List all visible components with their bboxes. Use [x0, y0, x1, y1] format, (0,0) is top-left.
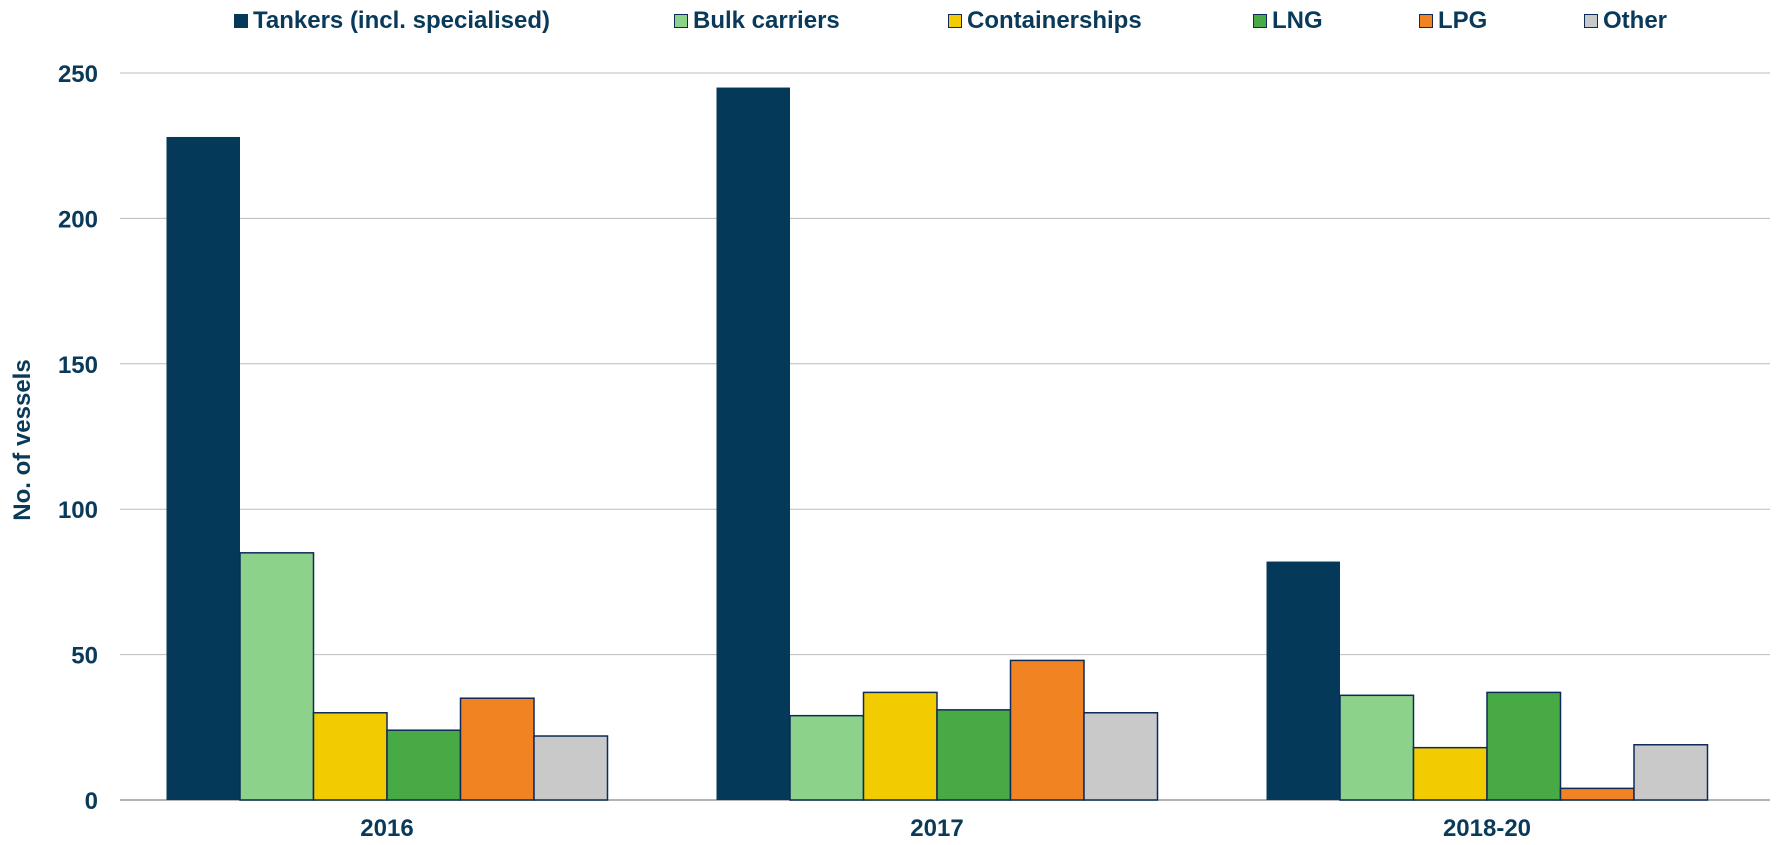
bar-containerships-2017: [862, 691, 938, 801]
bar-lng-2017: [936, 709, 1012, 801]
legend-swatch-other: [1584, 14, 1598, 28]
legend-item-lng: LNG: [1253, 4, 1323, 38]
y-tick-label: 150: [58, 352, 98, 379]
legend-item-tankers: Tankers (incl. specialised): [234, 4, 550, 38]
x-axis: 2016 2017 2018-20: [360, 815, 1531, 842]
legend-swatch-lpg: [1419, 14, 1433, 28]
bar-tankers-incl-specialised-2017: [716, 87, 790, 801]
bar-lpg-2016: [459, 697, 535, 801]
legend-label-lng: LNG: [1272, 7, 1323, 34]
bar-tankers-incl-specialised-2018-20: [1266, 561, 1340, 800]
legend-label-bulk-carriers: Bulk carriers: [693, 7, 840, 34]
legend-item-other: Other: [1584, 4, 1667, 38]
legend-label-other: Other: [1603, 7, 1668, 34]
bar-bulk-carriers-2018-20: [1339, 694, 1415, 801]
x-tick-label: 2018-20: [1443, 815, 1531, 842]
y-tick-label: 200: [58, 206, 98, 233]
y-tick-label: 250: [58, 61, 98, 88]
legend-label-tankers: Tankers (incl. specialised): [253, 7, 551, 34]
legend-item-containerships: Containerships: [948, 4, 1142, 38]
y-tick-label: 0: [85, 788, 98, 815]
bar-tankers-incl-specialised-2016: [166, 136, 240, 800]
y-axis-title: No. of vessels: [9, 359, 36, 520]
legend: Tankers (incl. specialised) Bulk carrier…: [0, 4, 1777, 38]
bar-lpg-2017: [1009, 659, 1085, 801]
legend-label-lpg: LPG: [1438, 7, 1488, 34]
bar-lng-2016: [386, 729, 462, 801]
legend-swatch-tankers: [234, 14, 248, 28]
bar-bulk-carriers-2016: [239, 552, 315, 801]
y-tick-label: 100: [58, 497, 98, 524]
x-tick-label: 2016: [360, 815, 413, 842]
bar-containerships-2016: [312, 712, 388, 801]
legend-swatch-containerships: [948, 14, 962, 28]
legend-item-lpg: LPG: [1419, 4, 1487, 38]
bar-lng-2018-20: [1486, 691, 1562, 801]
bar-other-2017: [1083, 712, 1159, 801]
legend-swatch-bulk-carriers: [674, 14, 688, 28]
x-tick-label: 2017: [910, 815, 963, 842]
bar-bulk-carriers-2017: [789, 714, 865, 801]
bar-other-2016: [533, 735, 609, 801]
y-tick-label: 50: [71, 643, 98, 670]
legend-swatch-lng: [1253, 14, 1267, 28]
bars: [166, 87, 1709, 801]
gridlines: [120, 72, 1770, 801]
legend-item-bulk-carriers: Bulk carriers: [674, 4, 840, 38]
bar-lpg-2018-20: [1559, 787, 1635, 801]
y-axis-ticks: 0 50 100 150 200 250: [58, 61, 98, 815]
bar-containerships-2018-20: [1412, 746, 1488, 801]
legend-label-containerships: Containerships: [967, 7, 1142, 34]
bar-other-2018-20: [1633, 743, 1709, 801]
